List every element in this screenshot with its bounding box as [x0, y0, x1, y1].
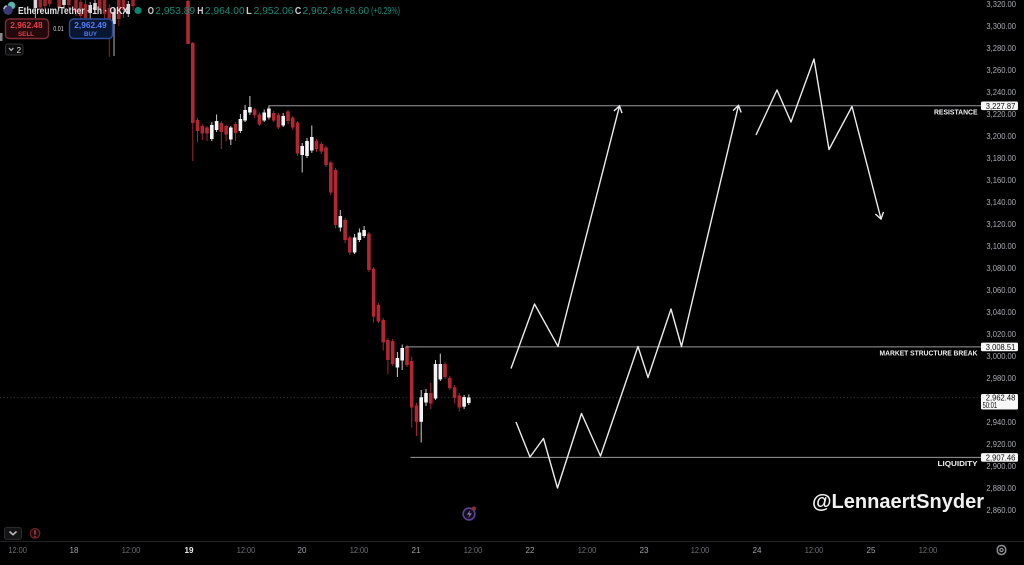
svg-text:2: 2 — [17, 45, 22, 55]
svg-text:3,008.51: 3,008.51 — [986, 342, 1016, 352]
svg-text:12:00: 12:00 — [122, 546, 141, 555]
svg-text:SELL: SELL — [18, 31, 34, 38]
svg-text:2,964.00: 2,964.00 — [205, 6, 245, 17]
svg-text:2,920.00: 2,920.00 — [986, 439, 1016, 449]
svg-text:3,060.00: 3,060.00 — [986, 285, 1016, 295]
svg-text:3,300.00: 3,300.00 — [986, 21, 1016, 31]
svg-text:22: 22 — [526, 546, 535, 555]
svg-text:20: 20 — [298, 546, 307, 555]
svg-text:25: 25 — [867, 546, 876, 555]
svg-text:2,907.46: 2,907.46 — [986, 452, 1016, 462]
svg-text:18: 18 — [70, 546, 79, 555]
svg-text:3,240.00: 3,240.00 — [986, 87, 1016, 97]
svg-text:12:00: 12:00 — [805, 546, 824, 555]
svg-text:2,962.49: 2,962.49 — [74, 20, 107, 30]
svg-text:2,940.00: 2,940.00 — [986, 417, 1016, 427]
svg-text:+8.60: +8.60 — [344, 6, 370, 17]
svg-text:L: L — [246, 6, 252, 17]
svg-text:O: O — [148, 6, 154, 17]
svg-text:2,962.48: 2,962.48 — [986, 393, 1016, 403]
svg-text:3,260.00: 3,260.00 — [986, 65, 1016, 75]
svg-text:2,900.00: 2,900.00 — [986, 461, 1016, 471]
svg-text:21: 21 — [412, 546, 421, 555]
svg-text:12:00: 12:00 — [237, 546, 256, 555]
svg-text:2,952.06: 2,952.06 — [254, 6, 294, 17]
svg-text:RESISTANCE: RESISTANCE — [934, 108, 978, 117]
svg-text:3,220.00: 3,220.00 — [986, 109, 1016, 119]
svg-text:3,020.00: 3,020.00 — [986, 329, 1016, 339]
svg-text:3,100.00: 3,100.00 — [986, 241, 1016, 251]
svg-text:24: 24 — [753, 546, 762, 555]
svg-text:3,000.00: 3,000.00 — [986, 351, 1016, 361]
svg-text:50:01: 50:01 — [983, 400, 998, 410]
svg-text:3,140.00: 3,140.00 — [986, 197, 1016, 207]
svg-text:0.01: 0.01 — [53, 26, 64, 33]
svg-text:3,227.87: 3,227.87 — [986, 101, 1016, 111]
svg-text:2,860.00: 2,860.00 — [986, 505, 1016, 515]
svg-text:2,880.00: 2,880.00 — [986, 483, 1016, 493]
svg-text:LIQUIDITY: LIQUIDITY — [938, 459, 978, 468]
svg-text:2,953.89: 2,953.89 — [155, 6, 195, 17]
svg-text:H: H — [197, 6, 203, 17]
svg-text:3,320.00: 3,320.00 — [986, 0, 1016, 9]
svg-text:BUY: BUY — [84, 31, 98, 38]
svg-text:C: C — [295, 6, 301, 17]
svg-text:3,180.00: 3,180.00 — [986, 153, 1016, 163]
svg-text:MARKET STRUCTURE BREAK: MARKET STRUCTURE BREAK — [880, 348, 979, 357]
svg-text:2,962.48: 2,962.48 — [303, 6, 343, 17]
svg-text:@LennaertSnyder: @LennaertSnyder — [812, 490, 984, 513]
svg-text:12:00: 12:00 — [8, 546, 27, 555]
svg-text:12:00: 12:00 — [578, 546, 597, 555]
svg-text:3,040.00: 3,040.00 — [986, 307, 1016, 317]
svg-text:2,980.00: 2,980.00 — [986, 373, 1016, 383]
svg-text:Ethereum/Tether · 1h · OKX: Ethereum/Tether · 1h · OKX — [18, 6, 128, 17]
svg-text:12:00: 12:00 — [464, 546, 483, 555]
svg-text:2,962.48: 2,962.48 — [10, 20, 43, 30]
svg-text:12:00: 12:00 — [691, 546, 710, 555]
svg-text:12:00: 12:00 — [350, 546, 369, 555]
svg-text:19: 19 — [185, 546, 194, 555]
svg-text:3,080.00: 3,080.00 — [986, 263, 1016, 273]
svg-text:3,120.00: 3,120.00 — [986, 219, 1016, 229]
svg-text:3,160.00: 3,160.00 — [986, 175, 1016, 185]
svg-text:12:00: 12:00 — [919, 546, 938, 555]
svg-text:3,200.00: 3,200.00 — [986, 131, 1016, 141]
svg-text:(+0.29%): (+0.29%) — [371, 6, 400, 17]
svg-text:23: 23 — [640, 546, 649, 555]
svg-text:3,280.00: 3,280.00 — [986, 43, 1016, 53]
